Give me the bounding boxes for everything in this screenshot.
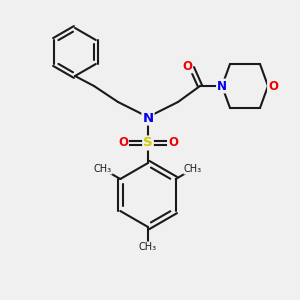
Text: O: O xyxy=(118,136,128,149)
Text: CH₃: CH₃ xyxy=(94,164,112,174)
Text: CH₃: CH₃ xyxy=(139,242,157,252)
Text: N: N xyxy=(217,80,227,92)
Text: S: S xyxy=(143,136,153,149)
Text: O: O xyxy=(168,136,178,149)
Text: O: O xyxy=(182,59,192,73)
Text: N: N xyxy=(142,112,154,124)
Text: CH₃: CH₃ xyxy=(184,164,202,174)
Text: O: O xyxy=(268,80,278,92)
